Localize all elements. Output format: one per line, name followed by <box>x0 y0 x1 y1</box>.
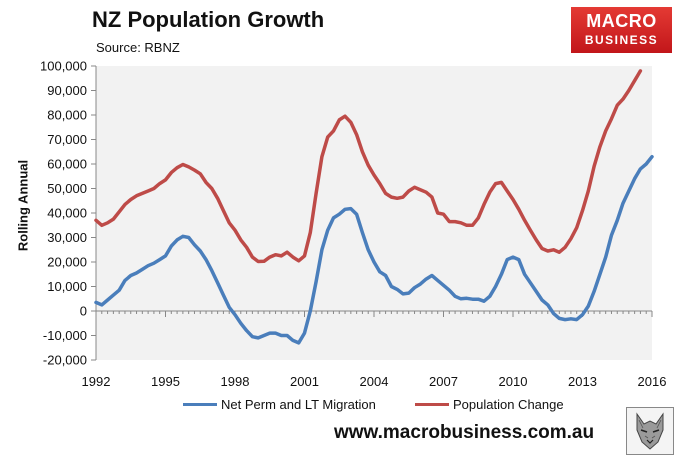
y-tick-label: 70,000 <box>47 132 87 147</box>
y-tick-label: 60,000 <box>47 157 87 172</box>
logo-line1: MACRO <box>586 11 657 31</box>
logo-line2: BUSINESS <box>584 33 659 47</box>
x-tick-label: 2016 <box>638 374 667 389</box>
y-tick-label: 0 <box>80 304 87 319</box>
x-tick-label: 1995 <box>151 374 180 389</box>
y-tick-label: 100,000 <box>40 59 87 74</box>
legend-swatch-population <box>415 403 449 406</box>
legend-item-migration: Net Perm and LT Migration <box>183 397 376 412</box>
x-tick-label: 1992 <box>82 374 111 389</box>
legend-item-population: Population Change <box>415 397 564 412</box>
macrobusiness-logo: MACRO BUSINESS <box>571 7 672 53</box>
legend-label-migration: Net Perm and LT Migration <box>221 397 376 412</box>
y-tick-label: 30,000 <box>47 230 87 245</box>
y-tick-label: -10,000 <box>43 328 87 343</box>
legend-label-population: Population Change <box>453 397 564 412</box>
y-tick-label: 80,000 <box>47 108 87 123</box>
y-tick-label: 90,000 <box>47 83 87 98</box>
legend-swatch-migration <box>183 403 217 406</box>
x-tick-label: 2001 <box>290 374 319 389</box>
y-tick-label: 50,000 <box>47 181 87 196</box>
chart-title: NZ Population Growth <box>92 7 325 32</box>
x-tick-label: 2004 <box>360 374 389 389</box>
y-tick-label: 20,000 <box>47 255 87 270</box>
series-line-migration <box>94 154 654 345</box>
wolf-icon <box>626 407 674 455</box>
x-tick-label: 2013 <box>568 374 597 389</box>
x-tick-label: 2007 <box>429 374 458 389</box>
x-tick-label: 2010 <box>499 374 528 389</box>
y-tick-label: 40,000 <box>47 206 87 221</box>
series-line-population <box>94 69 643 264</box>
x-tick-label: 1998 <box>221 374 250 389</box>
website-url: www.macrobusiness.com.au <box>334 422 595 443</box>
y-tick-label: -20,000 <box>43 353 87 368</box>
y-tick-label: 10,000 <box>47 279 87 294</box>
chart-subtitle: Source: RBNZ <box>96 40 180 55</box>
